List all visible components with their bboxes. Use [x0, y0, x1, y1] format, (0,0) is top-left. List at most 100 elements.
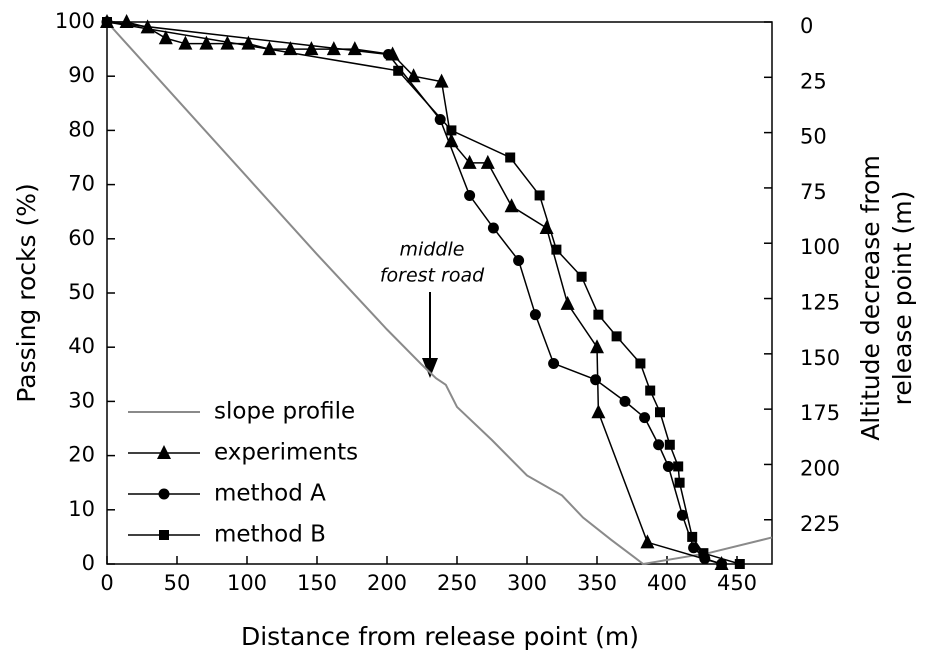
x-tick-label: 400	[647, 571, 687, 595]
marker	[673, 461, 684, 472]
series-line	[106, 21, 722, 565]
legend-marker	[158, 488, 170, 500]
marker	[653, 439, 665, 451]
y2-tick-label: 0	[800, 14, 813, 38]
marker	[560, 295, 575, 310]
y-tick-label: 50	[68, 280, 95, 304]
marker	[382, 49, 394, 61]
y-tick-label: 90	[68, 63, 95, 87]
legend-label: method A	[214, 481, 326, 507]
x-tick-label: 300	[507, 571, 547, 595]
x-tick-label: 50	[164, 571, 191, 595]
marker	[178, 35, 193, 50]
marker	[504, 198, 519, 213]
marker	[734, 559, 745, 569]
marker	[102, 17, 112, 27]
y-tick-label: 70	[68, 172, 95, 196]
y-tick-label: 40	[68, 334, 95, 358]
y2-tick-label: 175	[800, 401, 840, 425]
marker	[534, 190, 545, 201]
x-tick-label: 100	[227, 571, 267, 595]
marker	[639, 412, 651, 424]
y-tick-label: 20	[68, 443, 95, 467]
marker	[716, 558, 728, 570]
marker	[513, 254, 525, 266]
marker	[548, 357, 560, 369]
marker	[529, 309, 541, 321]
x-tick-label: 150	[297, 571, 337, 595]
marker	[158, 30, 173, 45]
marker	[590, 339, 604, 354]
marker	[505, 152, 516, 163]
marker	[688, 542, 700, 554]
marker	[347, 41, 362, 56]
legend-label: experiments	[214, 440, 358, 466]
x-tick-label: 250	[437, 571, 477, 595]
y-tick-label: 30	[68, 388, 95, 412]
marker	[393, 65, 404, 76]
y-tick-label: 60	[68, 226, 95, 250]
marker	[480, 154, 495, 169]
x-axis-label: Distance from release point (m)	[241, 622, 639, 651]
y-tick-label: 80	[68, 117, 95, 141]
marker	[444, 133, 459, 148]
legend-marker	[159, 530, 169, 540]
legend-marker	[157, 445, 171, 459]
marker	[635, 358, 646, 369]
marker	[698, 548, 709, 559]
marker	[664, 439, 675, 450]
y2-tick-label: 50	[800, 125, 827, 149]
marker	[611, 331, 622, 342]
marker	[640, 534, 655, 549]
marker	[462, 154, 477, 169]
series-line	[106, 21, 741, 565]
marker	[406, 68, 421, 83]
y-tick-label: 10	[68, 497, 95, 521]
series-line	[106, 21, 773, 566]
y-tick-label: 0	[82, 551, 95, 575]
marker	[464, 189, 476, 201]
y2-axis-label: release point (m)	[888, 191, 917, 406]
y2-axis-label: Altitude decrease from	[856, 155, 885, 441]
marker	[262, 41, 277, 56]
marker	[304, 41, 319, 56]
x-tick-label: 350	[577, 571, 617, 595]
x-tick-label: 0	[100, 571, 113, 595]
marker	[487, 222, 499, 234]
marker	[674, 477, 685, 488]
annotation: forest road	[380, 265, 485, 287]
marker	[619, 395, 631, 407]
y2-tick-label: 225	[800, 512, 840, 536]
y2-tick-label: 125	[800, 291, 840, 315]
series-line	[107, 21, 722, 565]
marker	[590, 374, 602, 386]
y2-tick-label: 75	[800, 180, 827, 204]
y-tick-label: 100	[55, 9, 95, 33]
y-axis-label: Passing rocks (%)	[12, 183, 41, 402]
marker	[676, 509, 688, 521]
y2-tick-label: 150	[800, 346, 840, 370]
marker	[434, 73, 449, 88]
marker	[645, 385, 656, 396]
legend-label: slope profile	[214, 399, 355, 425]
annotation: middle	[400, 239, 465, 261]
marker	[446, 125, 457, 136]
marker	[687, 531, 698, 542]
x-tick-label: 200	[367, 571, 407, 595]
annotation-arrowhead	[422, 358, 438, 378]
plot-frame	[106, 21, 773, 565]
marker	[551, 244, 562, 255]
y2-tick-label: 25	[800, 69, 827, 93]
legend-label: method B	[214, 522, 326, 548]
y2-tick-label: 200	[800, 456, 840, 480]
marker	[576, 271, 587, 282]
marker	[593, 309, 604, 320]
y2-tick-label: 100	[800, 235, 840, 259]
marker	[655, 407, 665, 418]
x-tick-label: 450	[717, 571, 757, 595]
marker	[591, 404, 606, 419]
marker	[199, 35, 214, 50]
marker	[434, 114, 446, 126]
marker	[662, 460, 674, 472]
